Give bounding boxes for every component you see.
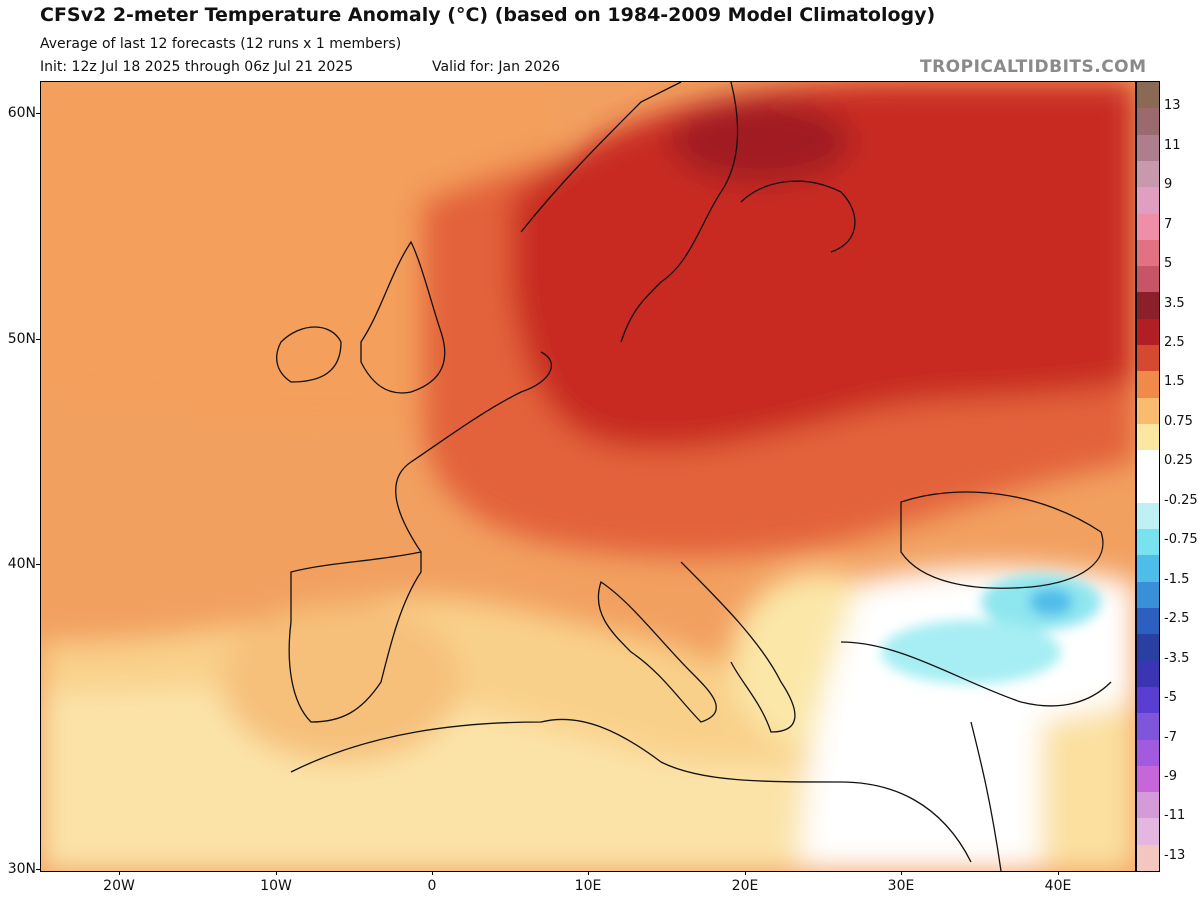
lon-label-20e: 20E	[731, 878, 759, 894]
colorbar-segment	[1137, 213, 1159, 241]
colorbar-label: 1.5	[1164, 374, 1185, 390]
coastlines	[276, 82, 1112, 871]
colorbar-label: -3.5	[1164, 650, 1190, 666]
colorbar	[1136, 81, 1160, 872]
lat-tick	[36, 113, 40, 114]
colorbar-label: -9	[1164, 768, 1177, 784]
colorbar-segment	[1137, 371, 1159, 399]
coast-france	[395, 351, 553, 553]
colorbar-segment	[1137, 502, 1159, 530]
coast-black-sea	[900, 491, 1104, 589]
colorbar-label: 0.25	[1164, 453, 1193, 469]
colorbar-segment	[1137, 792, 1159, 819]
coast-ireland	[276, 326, 342, 383]
lon-tick	[119, 871, 120, 875]
colorbar-label: 9	[1164, 177, 1173, 193]
colorbar-segment	[1137, 397, 1159, 425]
colorbar-label: -1.5	[1164, 571, 1190, 587]
colorbar-segment	[1137, 713, 1159, 740]
lat-tick	[36, 564, 40, 565]
colorbar-segment	[1137, 634, 1159, 662]
lon-label-40e: 40E	[1044, 878, 1072, 894]
colorbar-label: -13	[1164, 847, 1186, 863]
colorbar-label: 2.5	[1164, 335, 1185, 350]
colorbar-segment	[1137, 686, 1159, 714]
chart-title: CFSv2 2-meter Temperature Anomaly (°C) (…	[40, 4, 936, 26]
lon-tick	[588, 871, 589, 875]
colorbar-label: -5	[1164, 690, 1177, 706]
colorbar-label: -0.75	[1164, 532, 1198, 548]
anomaly-cold-turkey	[881, 620, 1061, 684]
colorbar-segment	[1137, 134, 1159, 162]
colorbar-segment	[1137, 423, 1159, 451]
chart-subtitle: Average of last 12 forecasts (12 runs x …	[40, 36, 402, 52]
lon-tick	[432, 871, 433, 875]
lon-label-10e: 10E	[574, 878, 602, 894]
colorbar-segment	[1137, 239, 1159, 267]
anomaly-map-svg	[41, 82, 1135, 871]
lat-tick	[36, 869, 40, 870]
colorbar-segment	[1137, 108, 1159, 136]
colorbar-label: 7	[1164, 216, 1173, 232]
colorbar-segment	[1137, 555, 1159, 583]
lat-label-30n: 30N	[7, 861, 36, 877]
colorbar-segment	[1137, 608, 1159, 635]
colorbar-segment	[1137, 187, 1159, 214]
colorbar-label: 13	[1164, 98, 1181, 114]
anomaly-cold-core	[1029, 588, 1073, 616]
colorbar-segment	[1137, 82, 1159, 109]
colorbar-segment	[1137, 739, 1159, 767]
colorbar-label: -11	[1164, 808, 1186, 824]
lon-label-30e: 30E	[887, 878, 915, 894]
colorbar-segment	[1137, 765, 1159, 793]
colorbar-segment	[1137, 292, 1159, 320]
lon-tick	[901, 871, 902, 875]
lon-label-20w: 20W	[103, 878, 135, 894]
coast-scandinavia	[520, 82, 739, 343]
colorbar-segment	[1137, 818, 1159, 846]
coast-britain	[360, 240, 446, 394]
colorbar-segment	[1137, 476, 1159, 504]
lat-label-40n: 40N	[7, 556, 36, 572]
lat-tick	[36, 339, 40, 340]
site-credit: TROPICALTIDBITS.COM	[920, 57, 1147, 77]
colorbar-segment	[1137, 660, 1159, 688]
lat-label-60n: 60N	[7, 105, 36, 121]
coast-balkans	[680, 561, 796, 733]
colorbar-label: 11	[1164, 137, 1181, 153]
colorbar-segment	[1137, 345, 1159, 372]
coast-italy	[597, 580, 717, 723]
lon-tick	[1058, 871, 1059, 875]
colorbar-segment	[1137, 450, 1159, 477]
anomaly-zone-peak	[671, 102, 851, 182]
anomaly-zone-core	[511, 82, 1135, 449]
colorbar-label: -2.5	[1164, 611, 1190, 627]
colorbar-segment	[1137, 844, 1159, 872]
colorbar-segment	[1137, 318, 1159, 346]
anomaly-map	[40, 81, 1136, 872]
colorbar-label: -0.25	[1164, 492, 1198, 508]
anomaly-zone-iberia	[221, 602, 461, 762]
lon-tick	[276, 871, 277, 875]
init-time: Init: 12z Jul 18 2025 through 06z Jul 21…	[40, 59, 354, 75]
coast-levant	[970, 721, 1002, 871]
colorbar-segment	[1137, 581, 1159, 609]
coast-iberia	[288, 551, 422, 723]
lon-label-0: 0	[427, 878, 437, 894]
colorbar-label: 3.5	[1164, 295, 1185, 311]
colorbar-label: -7	[1164, 729, 1177, 745]
coast-north-africa	[290, 718, 972, 863]
valid-time: Valid for: Jan 2026	[432, 59, 561, 75]
colorbar-segment	[1137, 266, 1159, 293]
coast-baltic	[740, 180, 856, 253]
lon-tick	[745, 871, 746, 875]
colorbar-segment	[1137, 529, 1159, 556]
lon-label-10w: 10W	[260, 878, 292, 894]
colorbar-label: 5	[1164, 256, 1173, 272]
colorbar-segment	[1137, 160, 1159, 188]
anomaly-zone-arabia	[1041, 702, 1135, 871]
coast-turkey	[840, 641, 1112, 707]
colorbar-label: 0.75	[1164, 413, 1193, 429]
lat-label-50n: 50N	[7, 331, 36, 347]
